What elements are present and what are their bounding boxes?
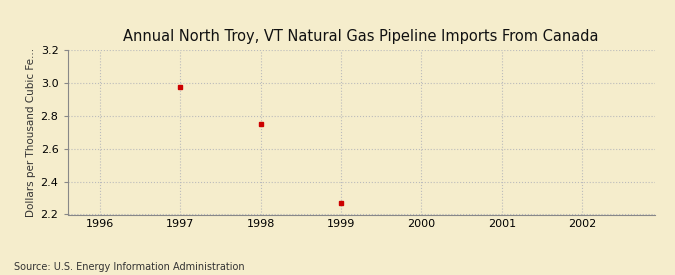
Text: Source: U.S. Energy Information Administration: Source: U.S. Energy Information Administ… (14, 262, 244, 271)
Title: Annual North Troy, VT Natural Gas Pipeline Imports From Canada: Annual North Troy, VT Natural Gas Pipeli… (124, 29, 599, 44)
Y-axis label: Dollars per Thousand Cubic Fe...: Dollars per Thousand Cubic Fe... (26, 47, 36, 217)
